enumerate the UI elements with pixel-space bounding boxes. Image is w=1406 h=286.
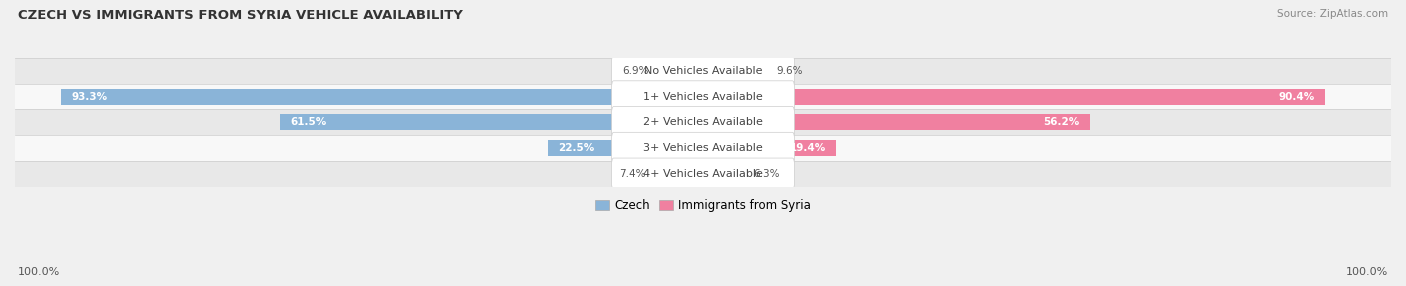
Bar: [655, 63, 703, 79]
FancyBboxPatch shape: [15, 84, 1391, 110]
FancyBboxPatch shape: [612, 132, 794, 164]
FancyBboxPatch shape: [15, 110, 1391, 135]
Bar: [703, 89, 1324, 104]
Bar: [280, 114, 703, 130]
FancyBboxPatch shape: [612, 158, 794, 189]
Text: 1+ Vehicles Available: 1+ Vehicles Available: [643, 92, 763, 102]
Text: 56.2%: 56.2%: [1043, 117, 1080, 127]
Bar: [652, 166, 703, 182]
Legend: Czech, Immigrants from Syria: Czech, Immigrants from Syria: [591, 194, 815, 217]
Text: 93.3%: 93.3%: [72, 92, 107, 102]
Bar: [703, 166, 747, 182]
Bar: [703, 63, 769, 79]
Text: 7.4%: 7.4%: [619, 169, 645, 179]
FancyBboxPatch shape: [15, 58, 1391, 84]
Text: 2+ Vehicles Available: 2+ Vehicles Available: [643, 117, 763, 127]
Text: No Vehicles Available: No Vehicles Available: [644, 66, 762, 76]
FancyBboxPatch shape: [15, 135, 1391, 161]
Text: 6.9%: 6.9%: [621, 66, 648, 76]
FancyBboxPatch shape: [612, 81, 794, 112]
Text: 9.6%: 9.6%: [776, 66, 803, 76]
Text: 6.3%: 6.3%: [754, 169, 780, 179]
Text: 90.4%: 90.4%: [1278, 92, 1315, 102]
Bar: [703, 114, 1090, 130]
Bar: [703, 140, 837, 156]
FancyBboxPatch shape: [612, 107, 794, 138]
Text: 100.0%: 100.0%: [18, 267, 60, 277]
Bar: [548, 140, 703, 156]
FancyBboxPatch shape: [15, 161, 1391, 187]
Text: Source: ZipAtlas.com: Source: ZipAtlas.com: [1277, 9, 1388, 19]
Text: 19.4%: 19.4%: [790, 143, 827, 153]
Text: 4+ Vehicles Available: 4+ Vehicles Available: [643, 169, 763, 179]
Text: 100.0%: 100.0%: [1346, 267, 1388, 277]
Text: 61.5%: 61.5%: [290, 117, 326, 127]
Text: 22.5%: 22.5%: [558, 143, 595, 153]
Bar: [60, 89, 703, 104]
FancyBboxPatch shape: [612, 55, 794, 86]
Text: 3+ Vehicles Available: 3+ Vehicles Available: [643, 143, 763, 153]
Text: CZECH VS IMMIGRANTS FROM SYRIA VEHICLE AVAILABILITY: CZECH VS IMMIGRANTS FROM SYRIA VEHICLE A…: [18, 9, 463, 21]
